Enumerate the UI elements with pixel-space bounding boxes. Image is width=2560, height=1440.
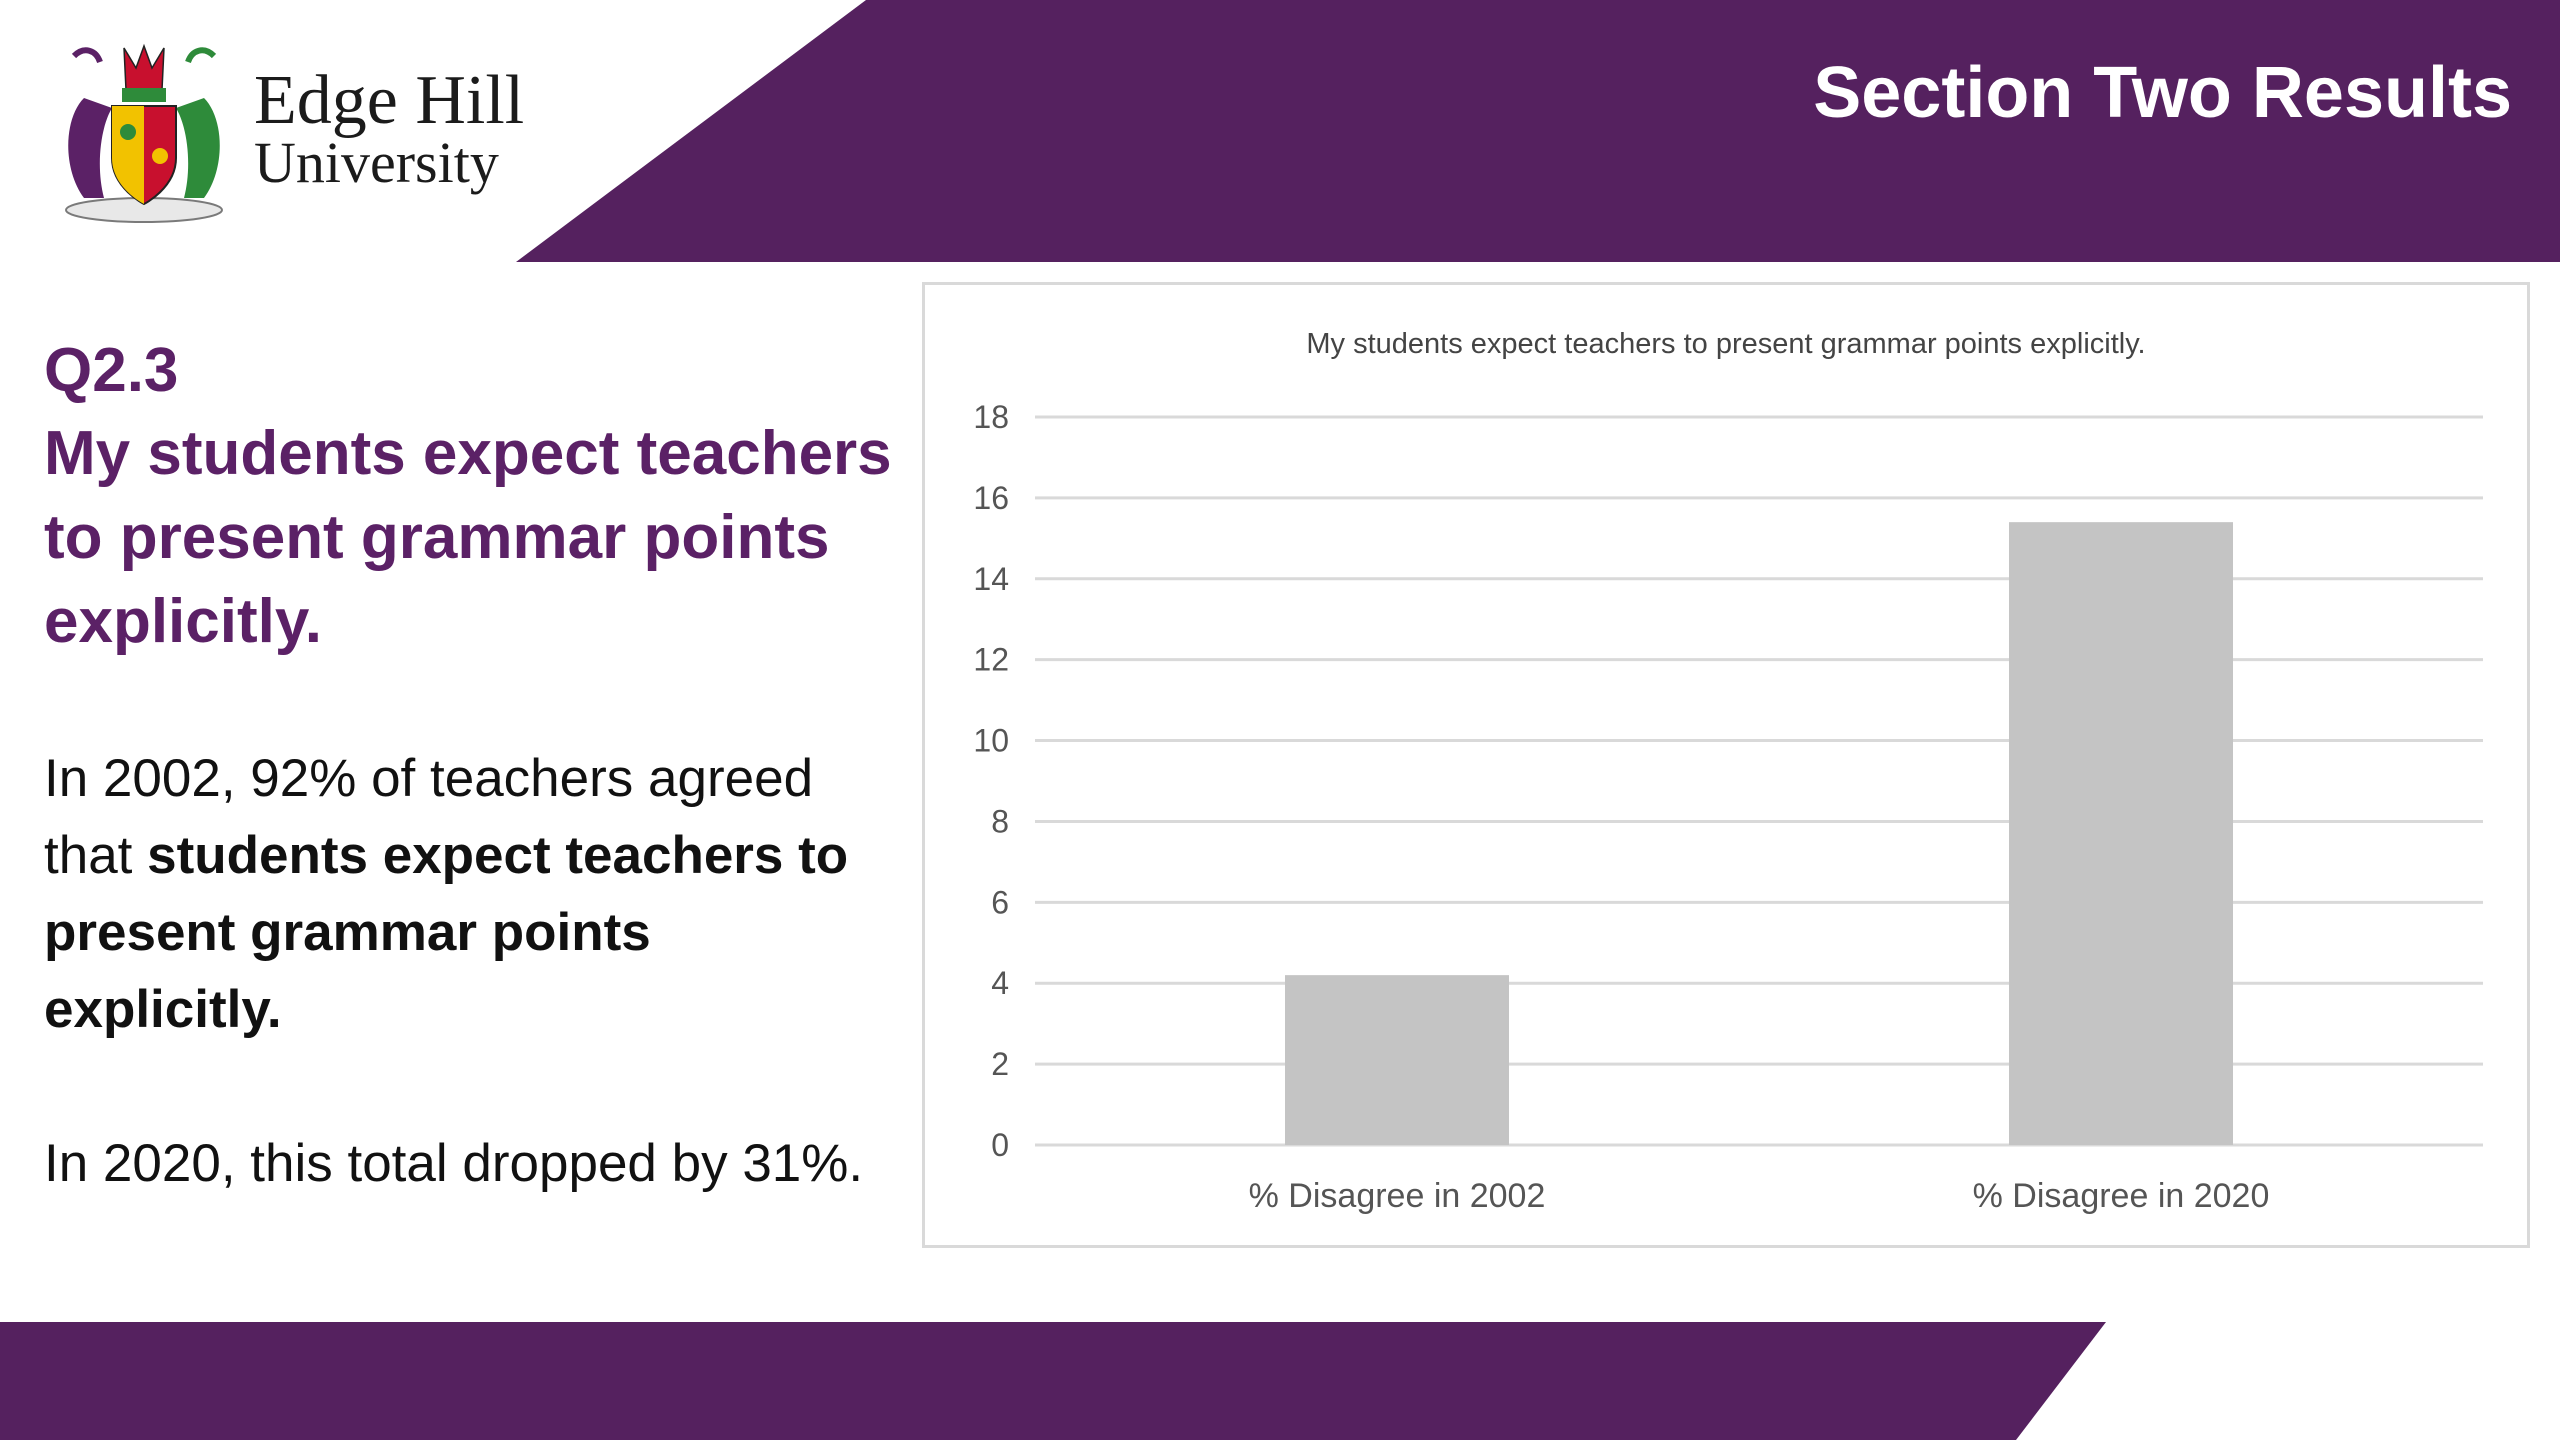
y-tick-label: 12 (973, 642, 1009, 678)
x-category-label: % Disagree in 2020 (1973, 1177, 2270, 1215)
chart-svg: My students expect teachers to present g… (973, 328, 2483, 1215)
logo-text-line2: University (254, 130, 499, 195)
y-tick-label: 8 (991, 803, 1009, 839)
crest-icon (65, 43, 223, 223)
x-category-label: % Disagree in 2002 (1249, 1177, 1546, 1215)
bar (1285, 975, 1509, 1145)
footer-band-shape (0, 1322, 2106, 1440)
question-id: Q2.3 (44, 336, 179, 405)
finding-2020: In 2020, this total dropped by 31%. (44, 1134, 864, 1193)
header-band (516, 0, 2560, 262)
bar-chart: My students expect teachers to present g… (922, 282, 2530, 1248)
y-tick-label: 18 (973, 399, 1009, 435)
y-tick-label: 6 (991, 884, 1009, 920)
finding-2002-text: In 2002, 92% of teachers agreed that (44, 749, 814, 885)
chart-title: My students expect teachers to present g… (1306, 328, 2145, 360)
question-panel: Q2.3 My students expect teachers to pres… (44, 330, 894, 1193)
finding-2002: In 2002, 92% of teachers agreed that stu… (44, 740, 894, 1048)
y-tick-label: 16 (973, 480, 1009, 516)
question-title: My students expect teachers to present g… (44, 419, 892, 656)
y-tick-label: 0 (991, 1127, 1009, 1163)
bar (2009, 522, 2233, 1145)
section-title: Section Two Results (1813, 53, 2512, 133)
header-band-shape (516, 0, 2560, 262)
y-tick-label: 14 (973, 561, 1009, 597)
footer-band (0, 1322, 2106, 1440)
y-tick-label: 4 (991, 965, 1009, 1001)
logo-text-line1: Edge Hill (254, 62, 525, 139)
finding-2002-bold: students expect teachers to present gram… (44, 826, 849, 1039)
university-logo: Edge Hill University (44, 28, 564, 228)
y-tick-label: 2 (991, 1046, 1009, 1082)
y-tick-label: 10 (973, 723, 1009, 759)
